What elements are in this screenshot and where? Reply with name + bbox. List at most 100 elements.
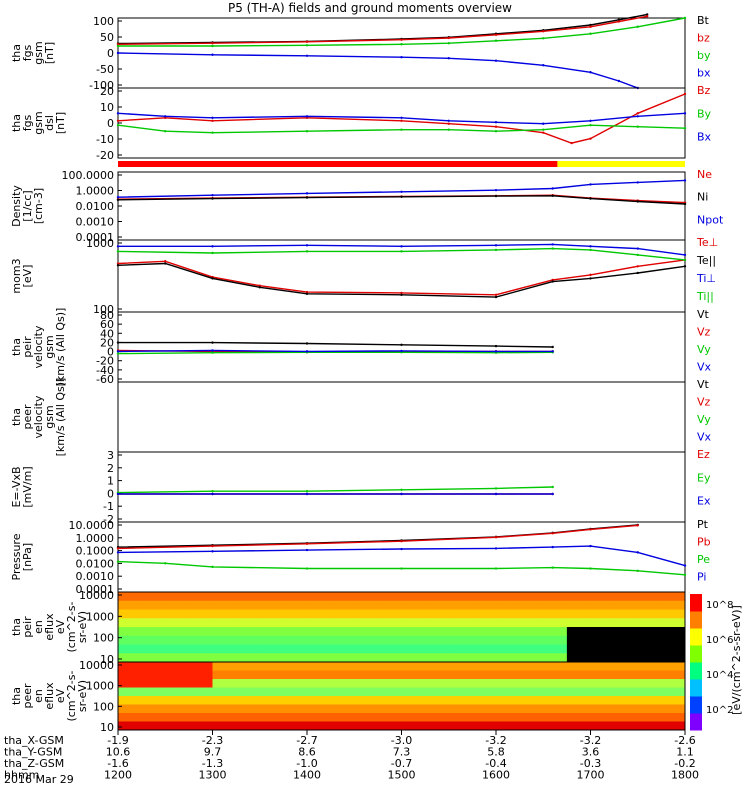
spectrogram-cell (519, 635, 544, 645)
spectrogram-cell (496, 618, 521, 628)
y-axis-label: tha (10, 618, 23, 636)
series-line (118, 17, 686, 47)
spectrogram-cell (354, 670, 379, 680)
data-point (400, 43, 403, 46)
spectrogram-cell (141, 653, 166, 663)
data-point (636, 247, 639, 250)
spectrogram-cell (307, 696, 332, 705)
y-tick-label: 0.0010 (76, 216, 115, 229)
data-point (494, 125, 498, 128)
legend-entry: Ne (697, 168, 712, 181)
spectrogram-cell (472, 721, 497, 731)
spectrogram-cell (661, 592, 686, 602)
y-axis-label: eflux (43, 682, 56, 710)
spectrogram-cell (637, 696, 662, 705)
spectrogram-cell (330, 679, 355, 688)
y-tick-label: 1000 (86, 680, 114, 693)
data-point (400, 293, 403, 297)
data-point (116, 195, 120, 199)
orbit-row-label: hhmm (4, 769, 39, 782)
spectrogram-cell (212, 600, 237, 610)
spectrogram-cell (236, 653, 261, 663)
spectrogram-cell (165, 609, 190, 619)
legend-entry: Ex (697, 495, 711, 508)
y-axis-label: tha (10, 44, 23, 62)
data-point (305, 40, 309, 43)
data-point (542, 30, 545, 33)
spectrogram-cell (496, 653, 521, 663)
spectrogram-cell (614, 592, 639, 602)
spectrogram-cell (283, 592, 308, 602)
spectrogram-cell (165, 704, 190, 714)
spectrogram-cell (401, 627, 426, 637)
spectrogram-cell (661, 600, 686, 610)
spectrogram-cell (448, 653, 473, 663)
data-point (494, 33, 498, 36)
spectrogram-cell (141, 670, 166, 680)
spectrogram-cell (614, 635, 639, 645)
spectrogram-cell (519, 721, 544, 731)
data-point (400, 547, 403, 551)
y-axis-label: [cm-3] (32, 188, 45, 224)
spectrogram-cell (519, 704, 544, 714)
spectrogram-cell (141, 644, 166, 654)
spectrogram-cell (425, 713, 450, 722)
y-axis-label: peir (21, 616, 34, 638)
spectrogram-cell (165, 635, 190, 645)
orbit-value: 1500 (388, 769, 416, 782)
spectrogram-cell (330, 696, 355, 705)
spectrogram-cell (141, 687, 166, 697)
spectrogram-cell (188, 635, 213, 645)
spectrogram-cell (165, 679, 190, 688)
spectrogram-cell (118, 635, 143, 645)
data-point (211, 490, 214, 493)
legend-entry: bz (697, 32, 710, 45)
spectrogram-cell (283, 627, 308, 637)
y-axis-label: [mV/m] (21, 466, 34, 507)
data-point (211, 544, 214, 548)
spectrogram-cell (330, 653, 355, 663)
data-point (494, 547, 498, 550)
data-point (116, 43, 120, 46)
colorbar-segment (690, 645, 702, 663)
spectrogram-cell (661, 670, 686, 680)
series-line (117, 524, 638, 550)
spectrogram-cell (661, 609, 686, 619)
orbit-value: -3.2 (580, 734, 601, 747)
data-point (116, 560, 120, 563)
spectrogram-cell (448, 721, 473, 731)
spectrogram-cell (188, 618, 213, 628)
spectrogram-cell (496, 679, 521, 688)
colorbar-segment (690, 662, 702, 680)
legend-entry: Vy (697, 413, 711, 426)
spectrogram-cell (543, 609, 568, 619)
data-point (683, 16, 687, 20)
spectrogram-cell (165, 653, 190, 663)
spectrogram-cell (377, 644, 402, 654)
spectrogram-cell (448, 696, 473, 705)
spectrogram-cell (496, 721, 521, 731)
spectrogram-cell (519, 696, 544, 705)
data-point (305, 492, 309, 496)
y-tick-label: 10000 (79, 659, 114, 672)
data-point (116, 124, 120, 127)
panel-frame (117, 451, 686, 523)
spectrogram-cell (118, 670, 143, 680)
data-point (258, 286, 261, 289)
spectrogram-cell (165, 592, 190, 602)
y-tick-label: 20 (100, 336, 114, 349)
y-tick-label: 1.0000 (76, 185, 115, 198)
data-point (589, 245, 592, 248)
spectrogram-cell (377, 600, 402, 610)
spectrogram-cell (448, 609, 473, 619)
y-tick-label: 0.0001 (76, 231, 115, 244)
data-point (683, 202, 687, 206)
legend-entry: Bz (697, 84, 711, 97)
spectrogram-cell (448, 687, 473, 697)
panel-3: 100.00001.00000.01000.00100.0001Density[… (10, 168, 724, 244)
legend-entry: Vt (697, 378, 710, 391)
spectrogram-cell (543, 592, 568, 602)
spectrogram-cell (472, 662, 497, 671)
spectrogram-cell (141, 679, 166, 688)
